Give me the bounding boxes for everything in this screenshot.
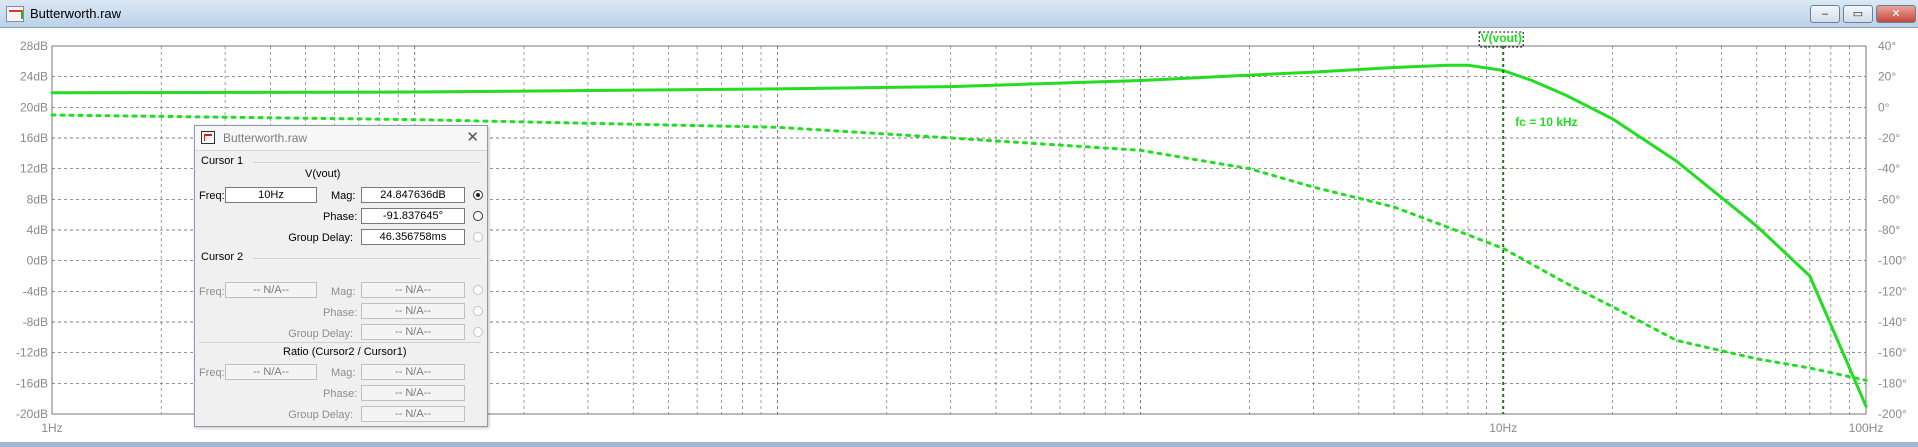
cursor2-mag-label: Mag:	[331, 286, 356, 298]
ratio-group-delay-label: Group Delay:	[288, 409, 353, 421]
window-titlebar: Butterworth.raw – ▭ ✕	[0, 0, 1918, 28]
right-axis-tick-label: 0°	[1878, 100, 1890, 114]
phase-series-line	[50, 113, 1868, 382]
cursor1-mag-radio[interactable]	[473, 190, 483, 200]
ratio-freq-label: Freq:	[199, 367, 225, 379]
left-axis-tick-label: 0dB	[27, 254, 48, 268]
cursor1-mag-label: Mag:	[331, 190, 356, 202]
cursor2-freq-field[interactable]: -- N/A--	[225, 282, 317, 298]
left-axis-tick-label: 4dB	[27, 223, 48, 237]
cursor2-divider	[253, 258, 481, 259]
cursor2-mag-radio[interactable]	[473, 285, 483, 295]
x-axis-ticks: 1Hz 10Hz 100Hz	[41, 421, 1883, 435]
cursor2-phase-field[interactable]: -- N/A--	[361, 303, 465, 319]
x-axis-tick-label: 10Hz	[1489, 421, 1517, 435]
cursor2-phase-radio[interactable]	[473, 306, 483, 316]
panel-close-icon[interactable]: ✕	[466, 129, 479, 146]
cursor1-heading: Cursor 1	[201, 155, 244, 167]
cursor2-phase-label: Phase:	[323, 307, 358, 319]
right-axis-tick-label: -80°	[1878, 223, 1900, 237]
ratio-mag-label: Mag:	[331, 367, 356, 379]
right-axis-ticks: 40° 20° 0° -20° -40° -60° -80° -100° -120° -140° -…	[1878, 39, 1907, 421]
cursor2-group-delay-radio[interactable]	[473, 327, 483, 337]
ratio-freq-field[interactable]: -- N/A--	[225, 364, 317, 380]
right-axis-tick-label: -160°	[1878, 346, 1907, 360]
cursor1-freq-label: Freq:	[199, 190, 225, 202]
cursor2-group-delay-label: Group Delay:	[288, 328, 353, 340]
left-axis-tick-label: 24dB	[20, 70, 48, 84]
right-axis-tick-label: 40°	[1878, 39, 1896, 53]
cursor1-trace: V(vout)	[305, 168, 341, 180]
ratio-phase-field[interactable]: -- N/A--	[361, 385, 465, 401]
right-axis-tick-label: -140°	[1878, 315, 1907, 329]
trace-title[interactable]: V(vout)	[1481, 31, 1522, 45]
left-axis-tick-label: -20dB	[16, 407, 48, 421]
cursor2-group-delay-field[interactable]: -- N/A--	[361, 324, 465, 340]
left-axis-tick-label: 28dB	[20, 39, 48, 53]
cursor2-mag-field[interactable]: -- N/A--	[361, 282, 465, 298]
right-axis-tick-label: -200°	[1878, 407, 1907, 421]
window-title: Butterworth.raw	[30, 6, 122, 21]
right-axis-tick-label: -100°	[1878, 254, 1907, 268]
cursor-frequency-label: fc = 10 kHz	[1515, 115, 1577, 129]
right-axis-tick-label: -120°	[1878, 284, 1907, 298]
right-axis-tick-label: -180°	[1878, 376, 1907, 390]
series-layer	[50, 63, 1868, 408]
waveform-app-icon	[6, 6, 24, 22]
trace-title-box[interactable]	[1478, 31, 1524, 48]
cursor1-phase-radio[interactable]	[473, 211, 483, 221]
ratio-phase-label: Phase:	[323, 388, 358, 400]
cursor-panel-titlebar[interactable]: Butterworth.raw ✕	[195, 126, 487, 151]
cursor-panel[interactable]: Butterworth.raw ✕ Cursor 1 V(vout) Freq:…	[194, 125, 488, 427]
left-axis-tick-label: -16dB	[16, 376, 48, 390]
maximize-button[interactable]: ▭	[1843, 5, 1873, 23]
cursor2-freq-label: Freq:	[199, 286, 225, 298]
x-axis-tick-label: 1Hz	[41, 421, 62, 435]
cursor1-mag-field[interactable]: 24.847636dB	[361, 187, 465, 203]
close-button[interactable]: ✕	[1876, 5, 1916, 23]
ratio-heading: Ratio (Cursor2 / Cursor1)	[283, 346, 407, 358]
left-axis-ticks: 28dB 24dB 20dB 16dB 12dB 8dB 4dB 0dB -4dB -8dB -12…	[16, 39, 48, 421]
cursor1-group-delay-radio[interactable]	[473, 232, 483, 242]
ratio-divider	[199, 342, 481, 343]
right-axis-tick-label: -60°	[1878, 192, 1900, 206]
left-axis-tick-label: -8dB	[23, 315, 48, 329]
x-axis-tick-label: 100Hz	[1849, 421, 1884, 435]
left-axis-tick-label: -4dB	[23, 284, 48, 298]
right-axis-tick-label: -40°	[1878, 162, 1900, 176]
left-axis-tick-label: -12dB	[16, 346, 48, 360]
cursor-panel-title: Butterworth.raw	[223, 131, 308, 145]
cursor1-phase-field[interactable]: -91.837645°	[361, 208, 465, 224]
left-axis-tick-label: 16dB	[20, 131, 48, 145]
cursor1-group-delay-field[interactable]: 46.356758ms	[361, 229, 465, 245]
ltspice-icon	[201, 131, 215, 144]
cursor1-divider	[253, 162, 481, 163]
left-axis-tick-label: 8dB	[27, 192, 48, 206]
cursor1-phase-label: Phase:	[323, 211, 358, 223]
right-axis-tick-label: -20°	[1878, 131, 1900, 145]
cursor1-freq-field[interactable]: 10Hz	[225, 187, 317, 203]
minimize-button[interactable]: –	[1810, 5, 1840, 23]
magnitude-series-line	[50, 63, 1868, 408]
ratio-group-delay-field[interactable]: -- N/A--	[361, 406, 465, 422]
left-axis-tick-label: 12dB	[20, 162, 48, 176]
cursor2-heading: Cursor 2	[201, 251, 244, 263]
right-axis-tick-label: 20°	[1878, 70, 1896, 84]
left-axis-tick-label: 20dB	[20, 100, 48, 114]
ratio-mag-field[interactable]: -- N/A--	[361, 364, 465, 380]
cursor1-group-delay-label: Group Delay:	[288, 232, 353, 244]
